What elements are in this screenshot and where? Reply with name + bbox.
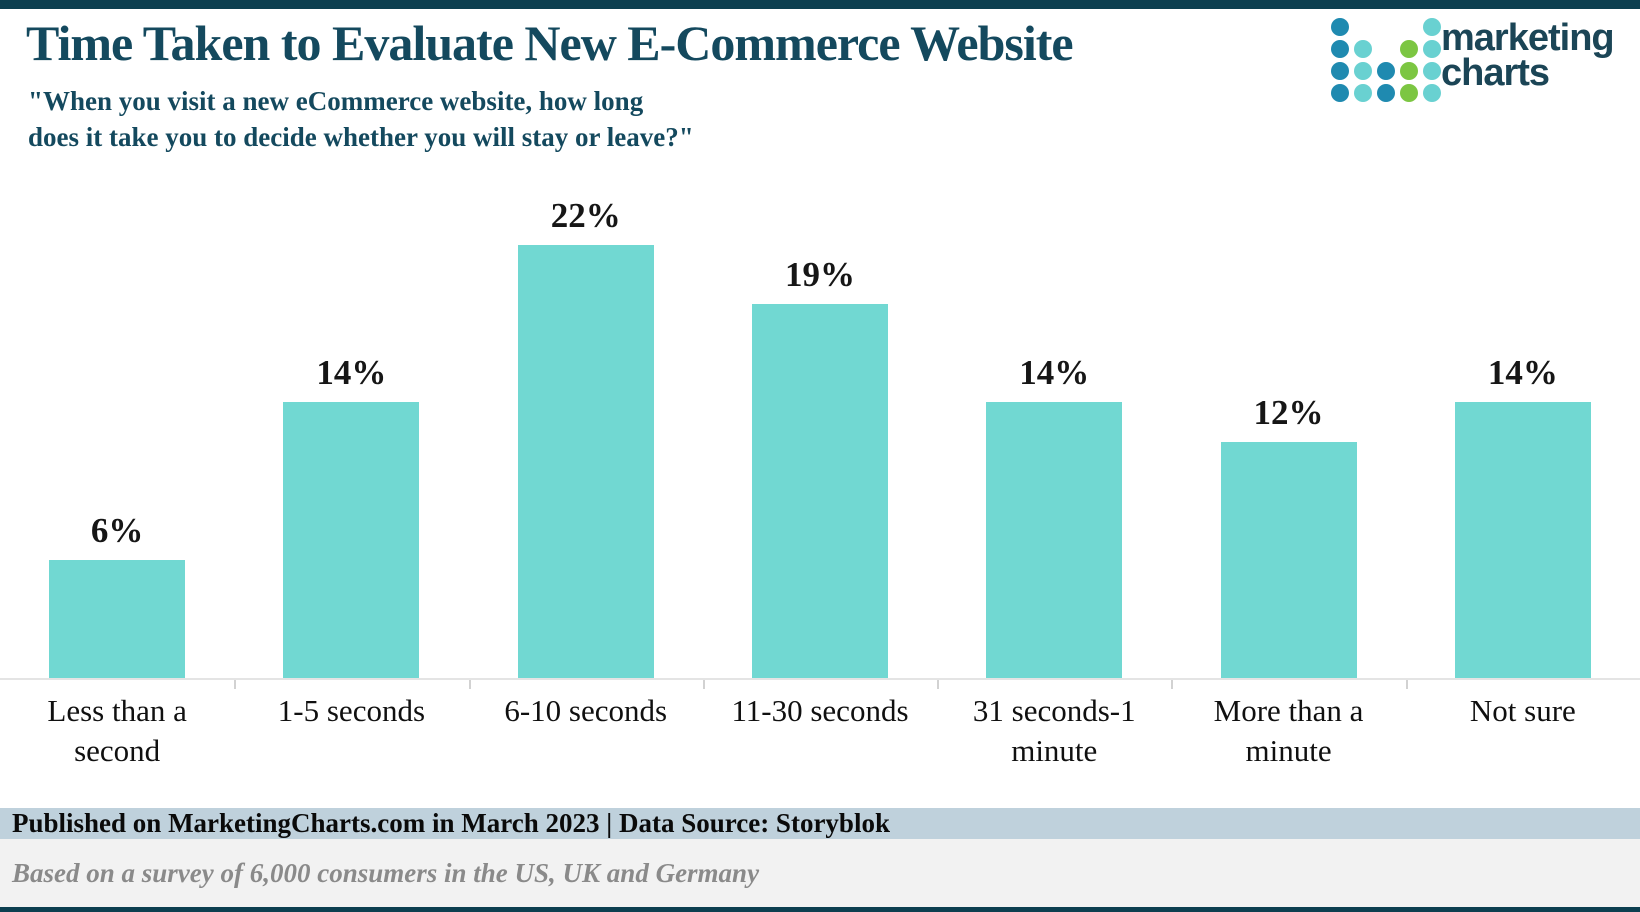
bar	[49, 559, 186, 678]
category-label: Less than a second	[47, 693, 187, 768]
bar-value-label: 12%	[1253, 392, 1324, 432]
bar-value-label: 14%	[1019, 353, 1090, 393]
logo-dot	[1331, 62, 1349, 80]
logo-dot	[1400, 62, 1418, 80]
bar	[1454, 402, 1591, 678]
category-label: 1-5 seconds	[277, 693, 426, 728]
axis-tick	[937, 680, 940, 689]
category-label-cell: 1-5 seconds	[234, 691, 468, 771]
axis-tick	[234, 680, 237, 689]
category-label: 11-30 seconds	[731, 693, 909, 728]
publication-band: Published on MarketingCharts.com in Marc…	[0, 808, 1640, 839]
category-label-cell: Not sure	[1406, 691, 1640, 771]
logo-dot	[1354, 40, 1372, 58]
bar-group: 19%	[703, 255, 937, 678]
logo-dot	[1423, 18, 1441, 36]
wordmark-line-2: charts	[1441, 52, 1550, 94]
logo-dot	[1331, 84, 1349, 102]
bar-value-label: 6%	[90, 510, 144, 550]
bar-group: 14%	[234, 353, 468, 678]
axis-tick	[702, 680, 705, 689]
bar-value-label: 22%	[550, 195, 621, 235]
bar-group: 14%	[1406, 353, 1640, 678]
survey-basis-text: Based on a survey of 6,000 consumers in …	[12, 857, 760, 888]
logo-dot	[1331, 18, 1349, 36]
category-label-cell: Less than a second	[0, 691, 234, 771]
bar-value-label: 19%	[784, 254, 855, 294]
marketingcharts-logo-icon	[1331, 18, 1446, 106]
axis-tick	[468, 680, 471, 689]
survey-basis-band: Based on a survey of 6,000 consumers in …	[0, 839, 1640, 907]
logo-dot	[1423, 84, 1441, 102]
logo-dot	[1354, 62, 1372, 80]
chart-subtitle: "When you visit a new eCommerce website,…	[28, 83, 694, 155]
category-label: More than a minute	[1213, 693, 1364, 768]
axis-tick	[1171, 680, 1174, 689]
category-label: 31 seconds-1 minute	[972, 693, 1136, 768]
axis-tick	[1405, 680, 1408, 689]
bar	[1220, 441, 1357, 678]
logo-dot	[1423, 62, 1441, 80]
logo-dot	[1400, 40, 1418, 58]
publication-text: Published on MarketingCharts.com in Marc…	[12, 808, 890, 838]
logo-dot	[1331, 40, 1349, 58]
chart-subtitle-line-1: "When you visit a new eCommerce website,…	[28, 86, 644, 116]
category-label-cell: 6-10 seconds	[469, 691, 703, 771]
bar-group: 6%	[0, 511, 234, 678]
bar-value-label: 14%	[1487, 353, 1558, 393]
category-label: Not sure	[1469, 693, 1576, 728]
logo-dot	[1377, 84, 1395, 102]
category-label-cell: 31 seconds-1 minute	[937, 691, 1171, 771]
wordmark-line-1: marketing	[1441, 17, 1615, 59]
logo-dot	[1377, 62, 1395, 80]
category-label-cell: More than a minute	[1171, 691, 1405, 771]
bottom-accent-bar	[0, 907, 1640, 912]
logo-dot	[1354, 84, 1372, 102]
logo-dot	[1423, 40, 1441, 58]
bar	[751, 303, 888, 678]
bar	[517, 244, 654, 678]
logo-dot	[1400, 84, 1418, 102]
bar-value-label: 14%	[316, 353, 387, 393]
top-accent-bar	[0, 0, 1640, 9]
bar-group: 14%	[937, 353, 1171, 678]
chart-subtitle-line-2: does it take you to decide whether you w…	[28, 122, 694, 152]
bar-group: 12%	[1171, 393, 1405, 678]
x-axis-category-labels: Less than a second 1-5 seconds 6-10 second…	[0, 691, 1640, 771]
bar	[986, 402, 1123, 678]
bar-chart-plot-area: 6% 14% 22% 19% 14% 12% 14%	[0, 190, 1640, 678]
x-axis-line	[0, 678, 1640, 690]
category-label-cell: 11-30 seconds	[703, 691, 937, 771]
bar-group: 22%	[469, 196, 703, 678]
page-title: Time Taken to Evaluate New E-Commerce We…	[26, 15, 1074, 71]
bar	[283, 402, 420, 678]
marketingcharts-wordmark: marketing charts	[1441, 17, 1615, 94]
category-label: 6-10 seconds	[504, 693, 668, 728]
